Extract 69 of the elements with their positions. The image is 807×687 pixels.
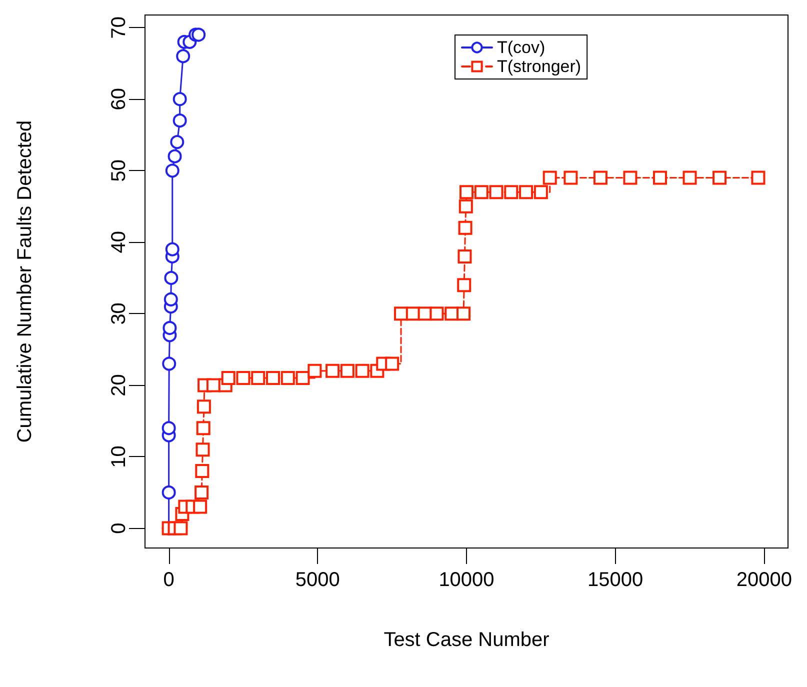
legend-label: T(cov) [497,38,546,57]
y-tick-label: 60 [108,88,130,110]
point [296,371,310,386]
point [355,364,370,378]
point [193,500,208,514]
point [460,185,474,200]
point [534,185,548,200]
legend-label: T(stronger) [497,57,582,76]
point [456,306,471,321]
point [176,49,190,64]
point [474,185,488,200]
point [430,306,444,321]
x-tick-label: 5000 [295,569,340,591]
point [164,270,178,285]
point [162,356,176,371]
point [593,170,608,185]
point [266,371,280,386]
y-tick-label: 40 [108,231,130,254]
point [196,421,210,436]
point [542,170,557,185]
point [564,170,578,185]
point [489,185,504,200]
point [504,185,518,200]
point [162,486,176,500]
x-tick-label: 15000 [588,569,644,591]
point [168,149,182,164]
point [196,442,210,457]
point [385,356,400,371]
y-tick-label: 10 [108,446,130,468]
point [172,92,187,106]
y-tick-label: 70 [108,16,130,39]
point [196,400,211,414]
point [340,364,354,378]
point [751,170,766,185]
point [162,320,177,335]
point [458,249,472,264]
point [712,170,727,185]
x-tick-label: 20000 [736,569,792,591]
point [326,364,340,378]
x-axis-title: Test Case Number [384,629,550,651]
y-tick-label: 20 [108,374,130,396]
y-axis-title: Cumulative Number Faults Detected [14,120,36,443]
point [192,28,206,42]
point [195,464,210,478]
point [623,170,638,185]
point [165,242,180,256]
x-tick-label: 10000 [438,569,494,591]
y-tick-label: 0 [108,522,130,534]
point [172,114,187,128]
x-tick-label: 0 [163,569,174,591]
point [164,292,178,306]
point [165,164,180,178]
point [457,278,472,292]
point [458,220,472,235]
y-tick-label: 50 [108,160,130,182]
point [194,485,209,500]
point [170,135,184,150]
point [236,371,250,386]
point [221,371,236,386]
point [458,199,473,214]
y-tick-label: 30 [108,302,130,325]
point [280,371,295,386]
point [519,185,534,200]
point [308,364,322,378]
point [174,521,188,536]
point [162,421,176,436]
point [652,170,667,185]
point [682,170,697,185]
point [251,371,266,386]
